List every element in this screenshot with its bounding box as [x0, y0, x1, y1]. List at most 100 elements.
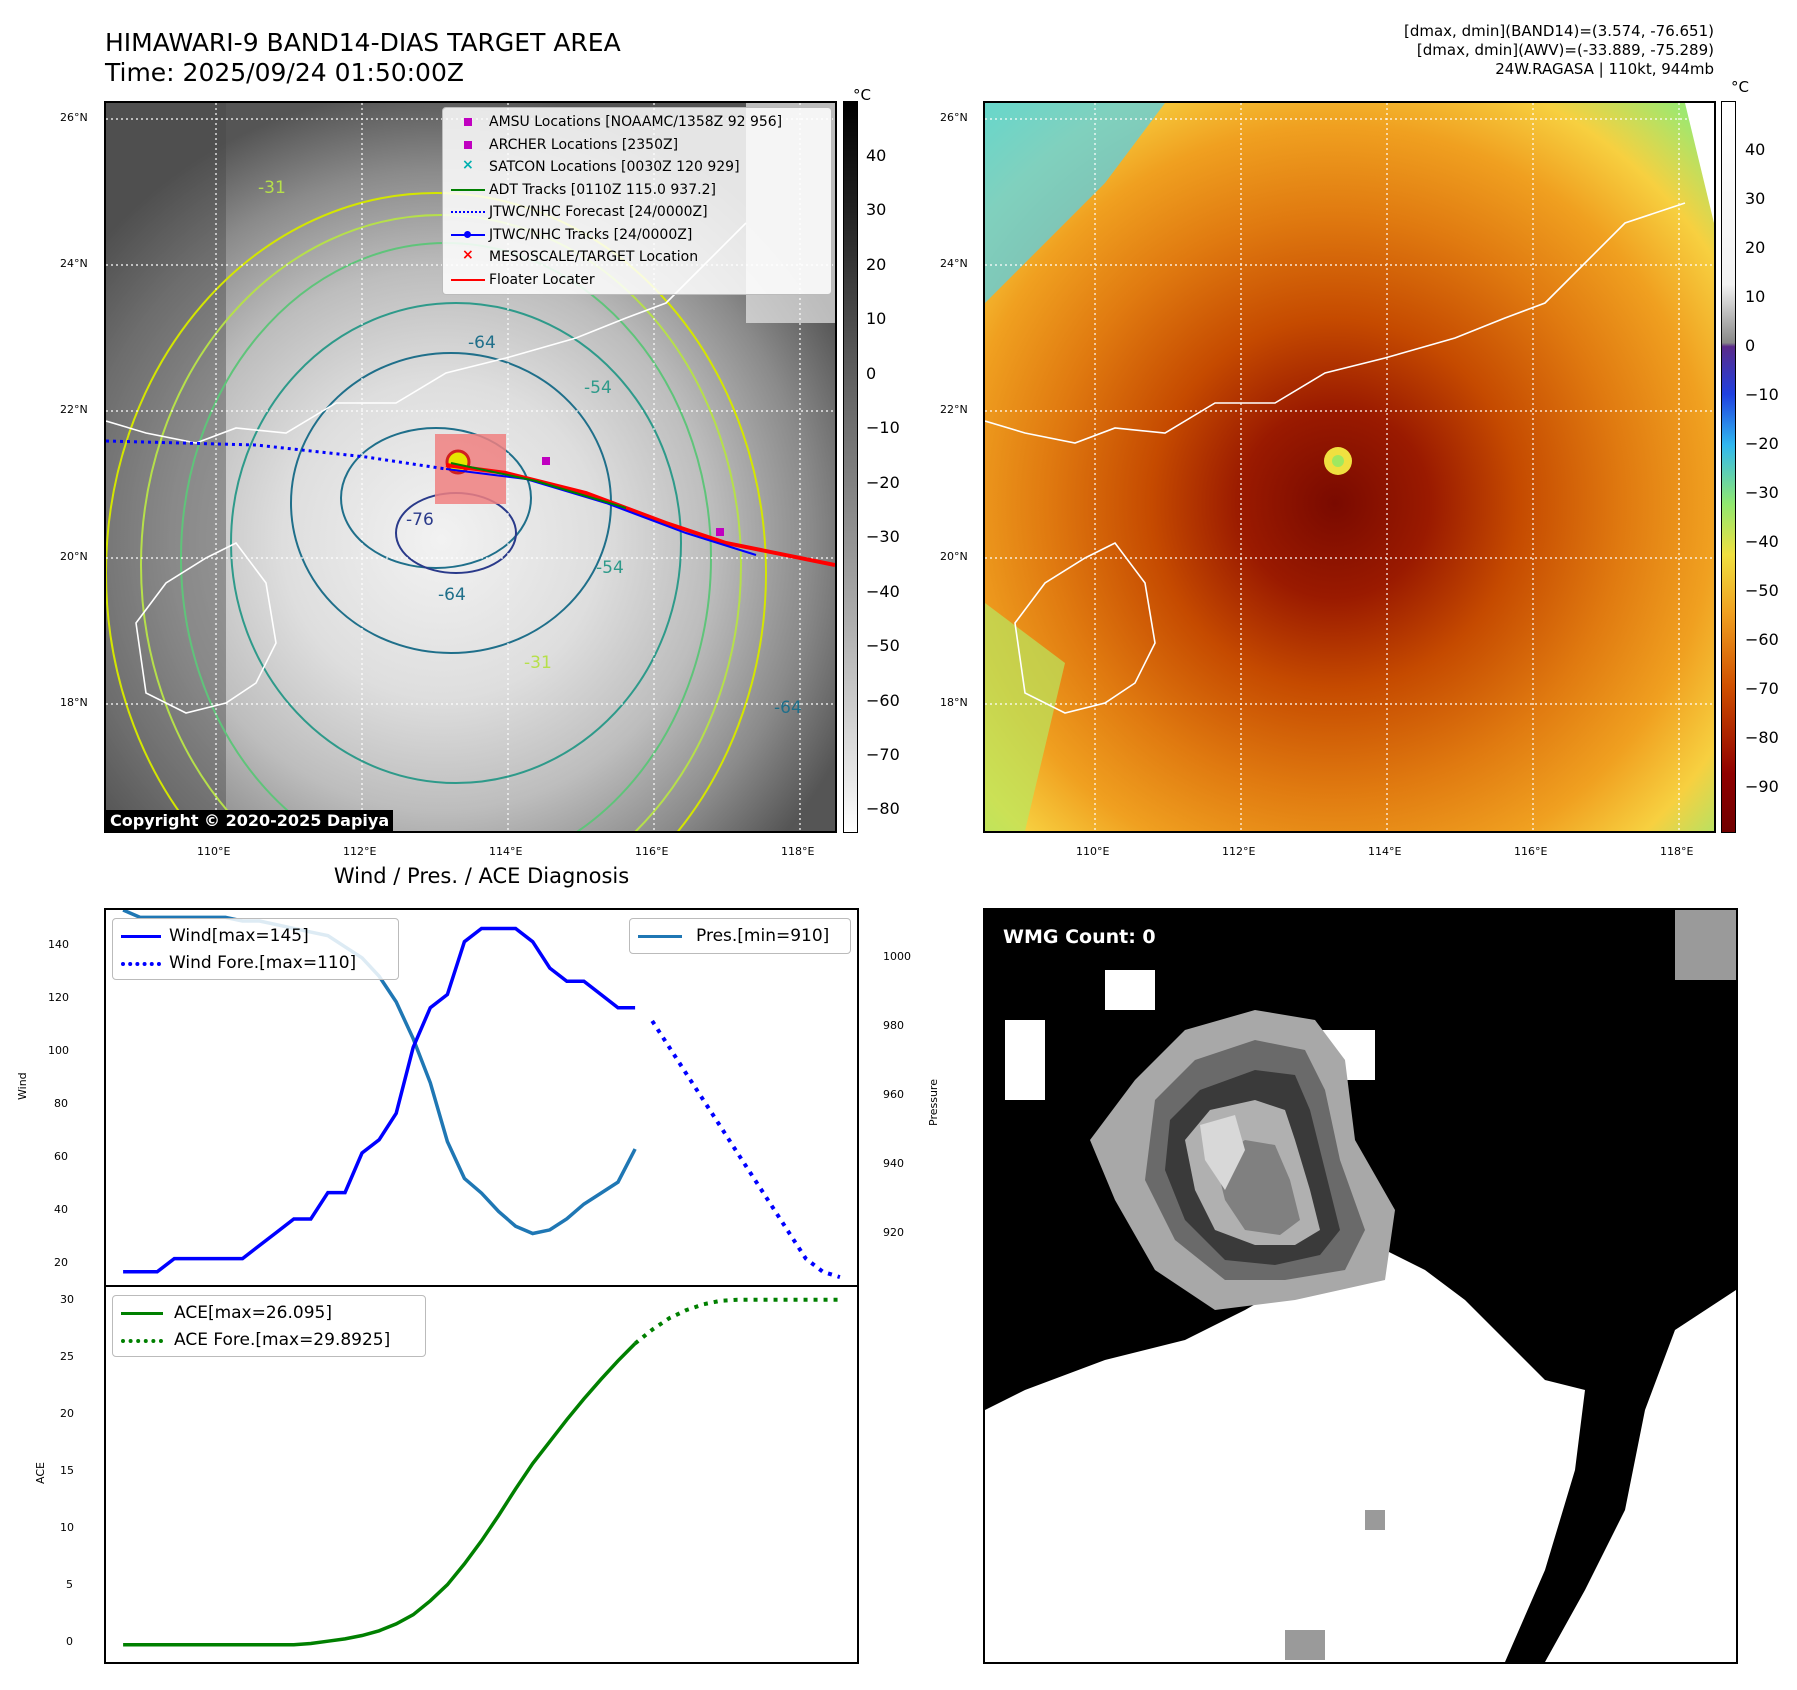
lon-label: 112°E: [1222, 845, 1256, 858]
ace-axis-label: ACE: [34, 1462, 47, 1484]
colorbar-tick: 0: [1745, 336, 1756, 355]
pressure-tick: 920: [883, 1226, 904, 1239]
colorbar-tick: −50: [1745, 581, 1779, 600]
ace-tick: 5: [66, 1578, 73, 1591]
pressure-legend: Pres.[min=910]: [629, 918, 851, 954]
square-icon: [464, 140, 472, 149]
pressure-tick: 940: [883, 1157, 904, 1170]
colorbar-tick: −40: [866, 582, 900, 601]
lon-label: 116°E: [1514, 845, 1548, 858]
colorbar-tick: −30: [1745, 483, 1779, 502]
colorbar-tick: 40: [866, 146, 887, 165]
legend-item-jtwc-forecast: JTWC/NHC Forecast [24/0000Z]: [449, 201, 825, 224]
lat-label: 18°N: [940, 696, 968, 709]
copyright-label: Copyright © 2020-2025 Dapiya: [106, 810, 394, 831]
wind-tick: 60: [54, 1150, 68, 1163]
ace-tick: 30: [60, 1293, 74, 1306]
pressure-tick: 960: [883, 1088, 904, 1101]
colorbar-tick: 30: [1745, 189, 1766, 208]
dotted-line-icon: [121, 961, 161, 966]
colorbar-tick: 20: [866, 255, 887, 274]
lat-label: 26°N: [60, 111, 88, 124]
colorbar-left-unit: °C: [853, 86, 871, 104]
ace-panel: ACE[max=26.095] ACE Fore.[max=29.8925]: [104, 1285, 859, 1664]
colorbar-tick: 0: [866, 364, 877, 383]
legend-item-jtwc-tracks: JTWC/NHC Tracks [24/0000Z]: [449, 224, 825, 247]
line-icon: [638, 935, 682, 938]
legend-item-mesoscale: × MESOSCALE/TARGET Location: [462, 247, 699, 266]
colorbar-tick: 30: [866, 200, 887, 219]
colorbar-tick: −10: [866, 418, 900, 437]
stats-line3: 24W.RAGASA | 110kt, 944mb: [1495, 60, 1714, 78]
ace-line: [123, 1342, 637, 1647]
lat-label: 24°N: [940, 257, 968, 270]
ace-plot: [123, 1297, 840, 1647]
colorbar-tick: −70: [866, 745, 900, 764]
colorbar-tick: 10: [1745, 287, 1766, 306]
wind-tick: 20: [54, 1256, 68, 1269]
legend-item-adt: ADT Tracks [0110Z 115.0 937.2]: [449, 179, 825, 202]
lat-label: 22°N: [940, 403, 968, 416]
lon-label: 118°E: [781, 845, 815, 858]
lat-label: 22°N: [60, 403, 88, 416]
ace-tick: 0: [66, 1635, 73, 1648]
wind-line: [123, 926, 636, 1274]
stats-line2: [dmax, dmin](AWV)=(-33.889, -75.289): [1416, 41, 1714, 59]
colorbar-tick: −10: [1745, 385, 1779, 404]
lat-label: 26°N: [940, 111, 968, 124]
awv-map-graphic: [985, 103, 1714, 831]
contour-label: -76: [406, 510, 434, 530]
wind-tick: 120: [48, 991, 69, 1004]
legend-item-archer: ARCHER Locations [2350Z]: [449, 134, 825, 157]
awv-map: [983, 101, 1716, 833]
colorbar-tick: −30: [866, 527, 900, 546]
line-icon: [121, 1311, 163, 1315]
colorbar-tick: −80: [1745, 728, 1779, 747]
stats-text: [dmax, dmin](BAND14)=(3.574, -76.651) [d…: [1114, 22, 1714, 79]
map-legend: AMSU Locations [NOAAMC/1358Z 92 956] ARC…: [442, 107, 832, 295]
wind-tick: 100: [48, 1044, 69, 1057]
legend-item-wind-forecast: Wind Fore.[max=110]: [119, 949, 392, 976]
pressure-axis-label: Pressure: [927, 1079, 940, 1126]
contour-label: -31: [524, 653, 552, 673]
lon-label: 118°E: [1660, 845, 1694, 858]
lon-label: 110°E: [1076, 845, 1110, 858]
legend-item-amsu: AMSU Locations [NOAAMC/1358Z 92 956]: [449, 111, 825, 134]
lat-label: 18°N: [60, 696, 88, 709]
wind-forecast-line: [650, 1019, 841, 1280]
colorbar-tick: 40: [1745, 140, 1766, 159]
legend-item-ace-forecast: ACE Fore.[max=29.8925]: [119, 1326, 419, 1353]
diagnosis-title: Wind / Pres. / ACE Diagnosis: [333, 864, 630, 888]
stats-line1: [dmax, dmin](BAND14)=(3.574, -76.651): [1403, 22, 1714, 40]
dotted-line-icon: [451, 211, 485, 214]
square-icon: [464, 118, 472, 127]
wind-tick: 80: [54, 1097, 68, 1110]
wind-tick: 140: [48, 938, 69, 951]
ace-tick: 20: [60, 1407, 74, 1420]
colorbar-right-unit: °C: [1731, 78, 1749, 96]
line-icon: [451, 188, 485, 191]
wind-tick: 40: [54, 1203, 68, 1216]
line-icon: [451, 278, 485, 281]
colorbar-right: [1721, 101, 1736, 833]
legend-item-wind: Wind[max=145]: [119, 922, 392, 949]
colorbar-tick: −90: [1745, 777, 1779, 796]
dotted-line-icon: [121, 1338, 163, 1343]
line-icon: [121, 934, 161, 938]
contour-label: -54: [584, 378, 612, 398]
colorbar-tick: −60: [866, 691, 900, 710]
colorbar-tick: −70: [1745, 679, 1779, 698]
colorbar-tick: −20: [1745, 434, 1779, 453]
contour-label: -64: [468, 333, 496, 353]
colorbar-tick: −40: [1745, 532, 1779, 551]
contour-label: -64: [438, 585, 466, 605]
colorbar-tick: 20: [1745, 238, 1766, 257]
colorbar-tick: −20: [866, 473, 900, 492]
wmg-panel: WMG Count: 0: [983, 908, 1738, 1664]
wind-pressure-panel: Wind[max=145] Wind Fore.[max=110] Pres.[…: [104, 908, 859, 1287]
lon-label: 114°E: [1368, 845, 1402, 858]
ace-legend: ACE[max=26.095] ACE Fore.[max=29.8925]: [112, 1295, 426, 1357]
wind-legend: Wind[max=145] Wind Fore.[max=110]: [112, 918, 399, 980]
figure-title: HIMAWARI-9 BAND14-DIAS TARGET AREA Time:…: [105, 28, 621, 88]
lon-label: 110°E: [197, 845, 231, 858]
